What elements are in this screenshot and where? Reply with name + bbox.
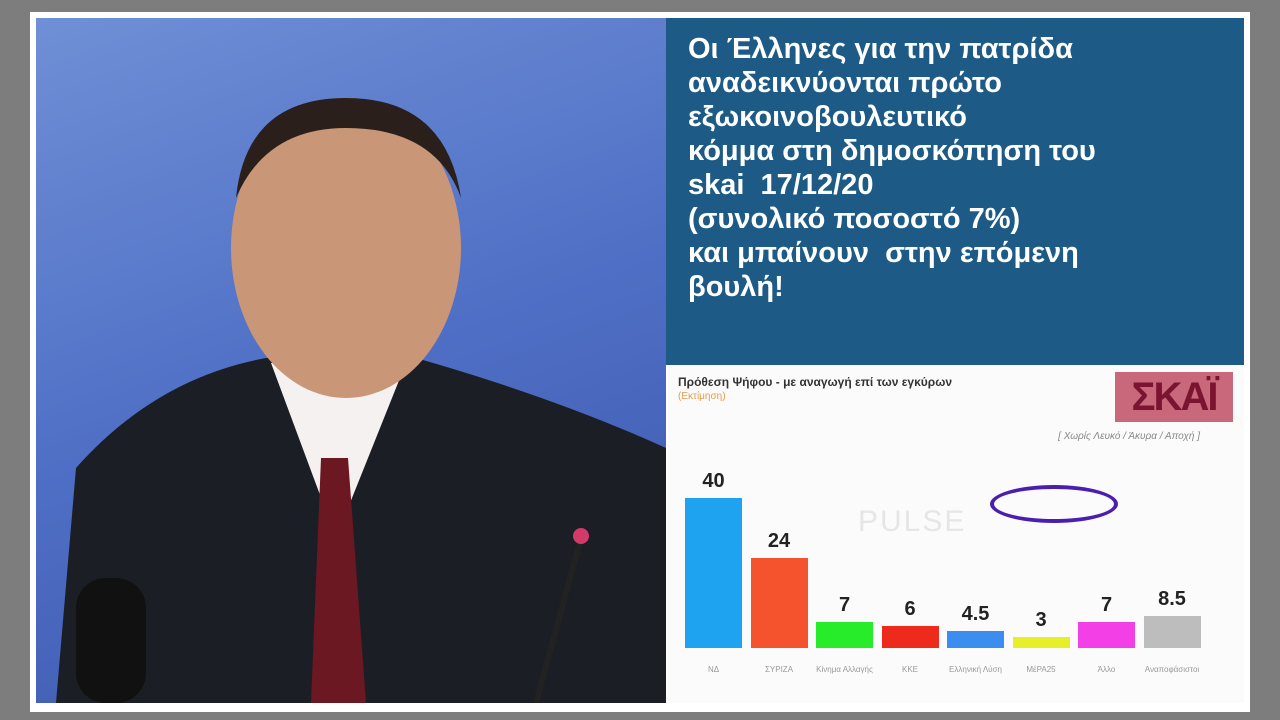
- chart-subtitle: (Εκτίμηση): [678, 391, 726, 402]
- headline-line: skai 17/12/20: [688, 169, 874, 201]
- bar-value-label: 4.5: [961, 603, 990, 626]
- bar-value-label: 7: [1100, 593, 1113, 616]
- category-label: Κίνημα Αλλαγής: [816, 665, 873, 674]
- headline-line: αναδεικνύονται πρώτο: [688, 67, 1002, 99]
- bar-1: [750, 558, 808, 648]
- category-label: ΝΔ: [707, 665, 720, 674]
- speaker-illustration: [56, 98, 666, 703]
- bar-5: [1012, 636, 1070, 648]
- bar-6: [1078, 621, 1135, 648]
- pulse-watermark: PULSE: [858, 505, 967, 538]
- bar-value-label: 7: [838, 593, 851, 616]
- highlight-circle: [990, 485, 1118, 523]
- bar-7: [1143, 616, 1201, 648]
- bar-4: [947, 631, 1004, 648]
- speaker-photo: [36, 18, 666, 703]
- bar-2: [816, 621, 873, 648]
- category-label: ΚΚΕ: [901, 665, 918, 674]
- category-label: Ελληνική Λύση: [949, 665, 1002, 674]
- category-label: ΜέΡΑ25: [1026, 665, 1056, 674]
- category-label: Άλλο: [1097, 665, 1116, 674]
- bar-value-label: 8.5: [1158, 588, 1186, 611]
- category-label: ΣΥΡΙΖΑ: [764, 665, 794, 674]
- skai-logo: ΣΚΑΪ: [1115, 372, 1233, 422]
- poll-chart: Πρόθεση Ψήφου - με αναγωγή επί των εγκύρ…: [668, 365, 1244, 703]
- chart-note: [ Χωρίς Λευκό / Άκυρα / Αποχή ]: [1058, 431, 1200, 442]
- headline-line: βουλή!: [688, 271, 784, 303]
- headline-line: Οι Έλληνες για την πατρίδα: [688, 33, 1073, 65]
- headline-line: και μπαίνουν στην επόμενη: [688, 237, 1079, 269]
- bar-3: [881, 625, 939, 648]
- headline-panel: Οι Έλληνες για την πατρίδα αναδεικνύοντα…: [666, 18, 1244, 365]
- bar-value-label: 3: [1035, 608, 1047, 631]
- chart-title: Πρόθεση Ψήφου - με αναγωγή επί των εγκύρ…: [678, 375, 953, 389]
- bar-value-label: 24: [767, 530, 791, 552]
- bar-value-label: 6: [904, 597, 916, 620]
- headline-line: κόμμα στη δημοσκόπηση του: [688, 135, 1096, 167]
- category-label: Αναποφάσιστοι: [1144, 665, 1200, 674]
- bar-0: [685, 498, 742, 648]
- bar-value-label: 40: [702, 470, 725, 492]
- headline-line: (συνολικό ποσοστό 7%): [688, 203, 1021, 235]
- headline-line: εξωκοινοβουλευτικό: [688, 101, 967, 133]
